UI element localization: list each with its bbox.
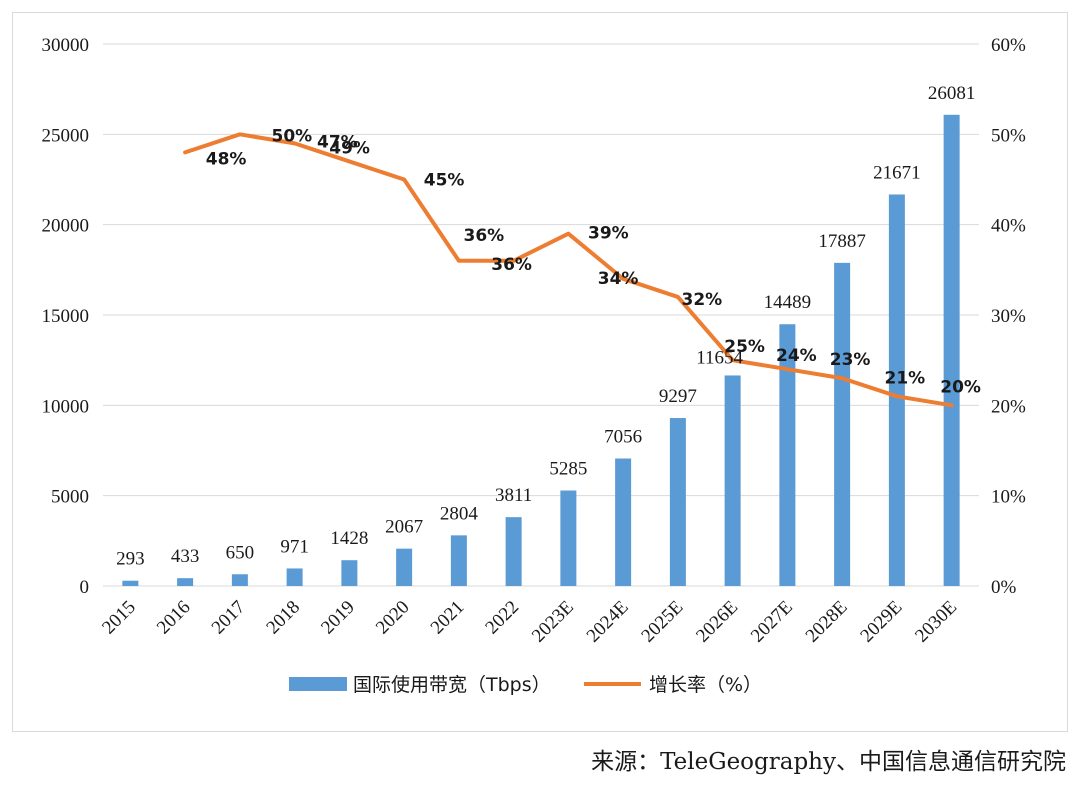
x-tick-label: 2022 — [481, 597, 523, 639]
line-value-label: 23% — [830, 350, 871, 370]
x-tick-label: 2018 — [262, 597, 304, 639]
bar-value-label: 2067 — [385, 517, 423, 538]
x-tick-label: 2029E — [856, 597, 906, 647]
line-value-label: 32% — [682, 290, 723, 310]
bar — [834, 262, 851, 586]
bar — [505, 517, 522, 586]
y-left-tick-label: 15000 — [42, 306, 90, 327]
bar-value-label: 650 — [226, 542, 255, 563]
x-tick-label: 2028E — [802, 597, 852, 647]
line-value-label: 50% — [272, 126, 313, 146]
line-value-label: 49% — [329, 138, 370, 158]
x-tick-label: 2015 — [98, 597, 140, 639]
bar — [177, 578, 194, 586]
legend-label-bar: 国际使用带宽（Tbps） — [353, 674, 551, 696]
bar — [560, 490, 577, 586]
x-tick-label: 2016 — [153, 597, 195, 639]
y-left-tick-label: 0 — [80, 577, 90, 598]
y-right-tick-label: 50% — [991, 125, 1026, 146]
bar — [231, 574, 248, 586]
bar-value-label: 433 — [171, 546, 200, 567]
y-right-tick-label: 10% — [991, 487, 1026, 508]
x-tick-label: 2017 — [208, 597, 250, 639]
legend-label-line: 增长率（%） — [649, 674, 762, 696]
bar-value-label: 293 — [116, 549, 145, 570]
bar-value-label: 14489 — [764, 292, 812, 313]
bar-value-label: 971 — [280, 536, 309, 557]
y-right-tick-label: 40% — [991, 216, 1026, 237]
bar — [615, 458, 632, 586]
bar — [341, 560, 358, 586]
source-note: 来源：TeleGeography、中国信息通信研究院 — [591, 749, 1066, 775]
x-tick-label: 2019 — [317, 597, 359, 639]
bar — [286, 568, 303, 586]
x-tick-label: 2021 — [427, 597, 469, 639]
line-value-label: 47% — [317, 132, 358, 152]
y-right-tick-label: 60% — [991, 35, 1026, 56]
bar — [779, 324, 796, 586]
line-value-label: 48% — [206, 149, 247, 169]
line-value-label: 39% — [588, 224, 629, 244]
bar — [943, 114, 960, 586]
x-tick-label: 2026E — [692, 597, 742, 647]
bar-value-label: 17887 — [818, 231, 866, 252]
x-tick-label: 2027E — [747, 597, 797, 647]
y-right-tick-label: 20% — [991, 396, 1026, 417]
bar-value-label: 11654 — [696, 347, 743, 368]
chart-svg: 0 5000 10000 15000 20000 25000 30000 0% 10% 20% 30… — [42, 35, 1027, 696]
bar — [669, 418, 686, 586]
line-value-label: 45% — [424, 171, 465, 191]
legend-swatch-bar — [289, 677, 347, 691]
bar-value-label: 5285 — [549, 459, 587, 480]
bar-value-label: 7056 — [604, 427, 642, 448]
line-value-label: 25% — [724, 337, 765, 357]
line-value-label: 36% — [464, 226, 505, 246]
bar-value-label: 21671 — [873, 162, 921, 183]
x-tick-label: 2025E — [637, 597, 687, 647]
bar — [122, 580, 139, 586]
y-left-tick-label: 20000 — [42, 216, 90, 237]
y-left-tick-label: 25000 — [42, 125, 90, 146]
y-right-tick-label: 0% — [991, 577, 1017, 598]
x-tick-label: 2020 — [372, 597, 414, 639]
y-left-tick-label: 5000 — [51, 487, 89, 508]
x-tick-label: 2024E — [583, 597, 633, 647]
bar-value-label: 9297 — [659, 386, 697, 407]
bar — [450, 535, 467, 586]
line-value-label: 34% — [598, 269, 639, 289]
chart-frame: 0 5000 10000 15000 20000 25000 30000 0% 10% 20% 30… — [12, 12, 1068, 732]
line-value-label: 24% — [776, 346, 817, 366]
growth-line — [183, 132, 954, 408]
bar — [888, 194, 905, 586]
bar — [396, 548, 413, 586]
bar-value-label: 1428 — [330, 528, 368, 549]
bar-value-label: 2804 — [440, 503, 479, 524]
line-value-label: 36% — [491, 255, 532, 275]
x-tick-label: 2023E — [528, 597, 578, 647]
y-left-tick-label: 30000 — [42, 35, 90, 56]
bar — [724, 375, 741, 586]
line-value-label: 20% — [940, 377, 981, 397]
line-value-label: 21% — [885, 368, 926, 388]
bar-value-label: 3811 — [495, 485, 532, 506]
y-right-tick-label: 30% — [991, 306, 1026, 327]
bar-value-label: 26081 — [928, 83, 976, 104]
x-tick-label: 2030E — [911, 597, 961, 647]
y-left-tick-label: 10000 — [42, 396, 90, 417]
